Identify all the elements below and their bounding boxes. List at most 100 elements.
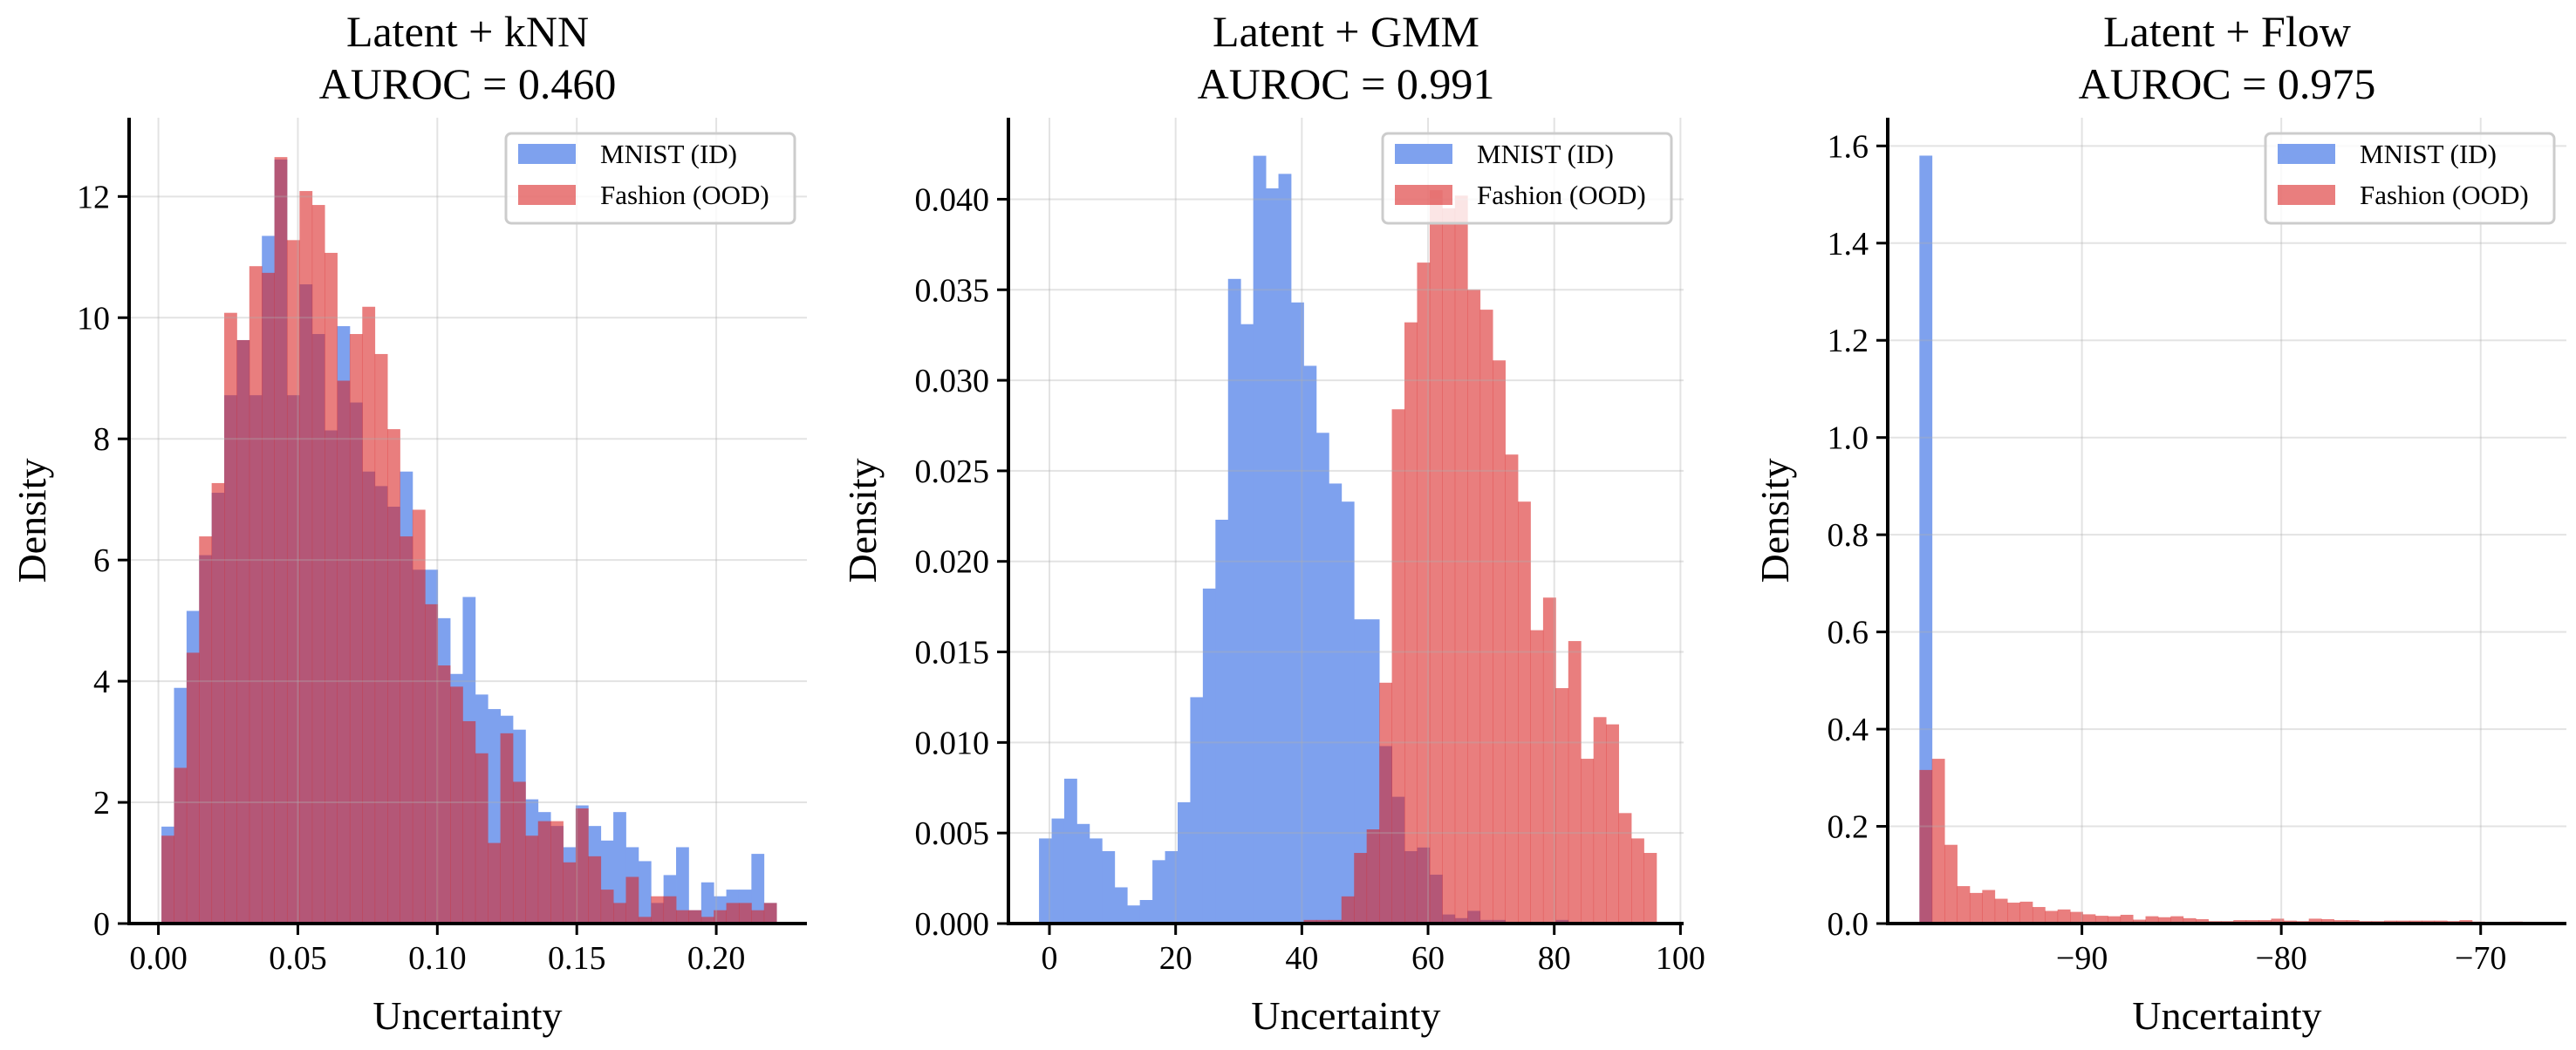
- x-tick-label: 0.00: [129, 940, 188, 977]
- histogram-bar: [2082, 914, 2096, 924]
- y-tick-label: 8: [93, 421, 110, 458]
- histogram-bar: [412, 509, 426, 924]
- histogram-bar: [1190, 697, 1204, 924]
- histogram-bar: [299, 191, 313, 924]
- legend-label: Fashion (OOD): [1477, 180, 1646, 210]
- histogram-bar: [1165, 850, 1179, 924]
- histogram-bar: [1177, 801, 1191, 924]
- histogram-bar: [249, 266, 263, 924]
- histogram-bar: [362, 306, 376, 924]
- x-tick-label: −80: [2255, 940, 2306, 977]
- histogram-bar: [374, 353, 388, 924]
- histogram-bar: [2007, 903, 2020, 924]
- histogram-bar: [1957, 886, 1971, 924]
- histogram-bar: [1076, 823, 1090, 924]
- histogram-bar: [1467, 290, 1481, 924]
- x-axis-label: Uncertainty: [1251, 993, 1440, 1038]
- histogram-bar: [1063, 778, 1077, 924]
- panel-title-line2: AUROC = 0.460: [319, 59, 617, 108]
- histogram-bar: [663, 896, 677, 924]
- x-tick-label: 0.20: [687, 940, 746, 977]
- legend-swatch-ood: [1395, 185, 1452, 205]
- histogram-bar: [1266, 188, 1279, 924]
- y-tick-label: 1.4: [1828, 226, 1869, 262]
- histogram-bar: [688, 910, 702, 924]
- histogram-bar: [525, 835, 539, 924]
- y-tick-label: 0.2: [1828, 809, 1869, 846]
- series-ood: [161, 157, 777, 924]
- histogram-bar: [537, 821, 551, 924]
- legend: MNIST (ID) Fashion (OOD): [2264, 132, 2556, 225]
- legend-label: Fashion (OOD): [600, 180, 769, 210]
- histogram-bar: [1290, 302, 1304, 924]
- histogram-bar: [462, 720, 476, 924]
- grid: [1888, 118, 2566, 924]
- histogram-bar: [751, 910, 765, 924]
- y-tick-label: 0.000: [915, 906, 990, 943]
- histogram-bar: [1442, 208, 1456, 924]
- histogram-bar: [2045, 910, 2059, 924]
- histogram-bar: [1969, 892, 1983, 924]
- histogram-bar: [2019, 901, 2033, 924]
- histogram-bar: [651, 896, 665, 924]
- y-tick-label: 1.0: [1828, 420, 1869, 457]
- histogram-bar: [2271, 918, 2285, 924]
- histogram-bar: [1341, 501, 1355, 924]
- legend-label: Fashion (OOD): [2360, 180, 2529, 210]
- histogram-bar: [1568, 641, 1582, 924]
- histogram-bar: [1618, 813, 1632, 924]
- histogram-bar: [600, 890, 614, 924]
- histogram-bar: [1341, 896, 1355, 924]
- histogram-bar: [1593, 717, 1607, 924]
- histogram-bar: [1051, 818, 1065, 924]
- histogram-bar: [512, 781, 526, 924]
- histogram-bar: [425, 603, 439, 924]
- histogram-bar: [400, 536, 413, 924]
- y-tick-label: 1.2: [1828, 323, 1869, 359]
- panel-title-line2: AUROC = 0.991: [1198, 59, 1495, 108]
- y-tick-label: 0.005: [915, 815, 990, 852]
- histogram-bar: [563, 862, 577, 924]
- panel-title-line2: AUROC = 0.975: [2079, 59, 2376, 108]
- histogram-bar: [1366, 829, 1380, 924]
- x-tick-label: 100: [1656, 940, 1705, 977]
- histogram-bar: [1303, 919, 1317, 924]
- y-tick-label: 1.6: [1828, 128, 1869, 165]
- x-tick-label: −70: [2455, 940, 2506, 977]
- histogram-bar: [2183, 917, 2197, 924]
- histogram-bar: [1329, 919, 1343, 924]
- x-axis-label: Uncertainty: [372, 993, 562, 1038]
- histogram-bar: [1643, 853, 1657, 924]
- histogram-bar: [2321, 918, 2334, 924]
- histogram-bar: [700, 882, 714, 924]
- histogram-bar: [1606, 724, 1619, 924]
- histogram-bar: [286, 240, 300, 924]
- histogram-bar: [1982, 890, 1996, 924]
- histogram-bar: [1202, 588, 1216, 924]
- histogram-bar: [613, 903, 626, 924]
- x-axis-label: Uncertainty: [2132, 993, 2321, 1038]
- histogram-bar: [262, 272, 275, 924]
- histogram-bar: [700, 917, 714, 924]
- histogram-bar: [1379, 682, 1392, 924]
- histogram-bar: [1944, 844, 1958, 924]
- histogram-bar: [325, 252, 338, 924]
- histogram-bar: [1631, 838, 1644, 924]
- histogram-bar: [1493, 360, 1506, 924]
- histogram-bar: [676, 910, 689, 924]
- legend-swatch-id: [518, 144, 576, 164]
- histogram-bars: [1039, 155, 1657, 924]
- histogram-bar: [638, 917, 652, 924]
- histogram-bar: [274, 157, 288, 924]
- histogram-bar: [2157, 917, 2171, 924]
- histogram-bar: [550, 821, 564, 924]
- histogram-bar: [714, 910, 727, 924]
- y-tick-label: 12: [77, 179, 110, 215]
- series-ood: [1303, 190, 1657, 924]
- y-tick-label: 0.040: [915, 181, 990, 218]
- histogram-bar: [1354, 619, 1368, 924]
- histogram-bar: [588, 856, 602, 924]
- histogram-bar: [236, 339, 250, 924]
- x-tick-label: −90: [2056, 940, 2108, 977]
